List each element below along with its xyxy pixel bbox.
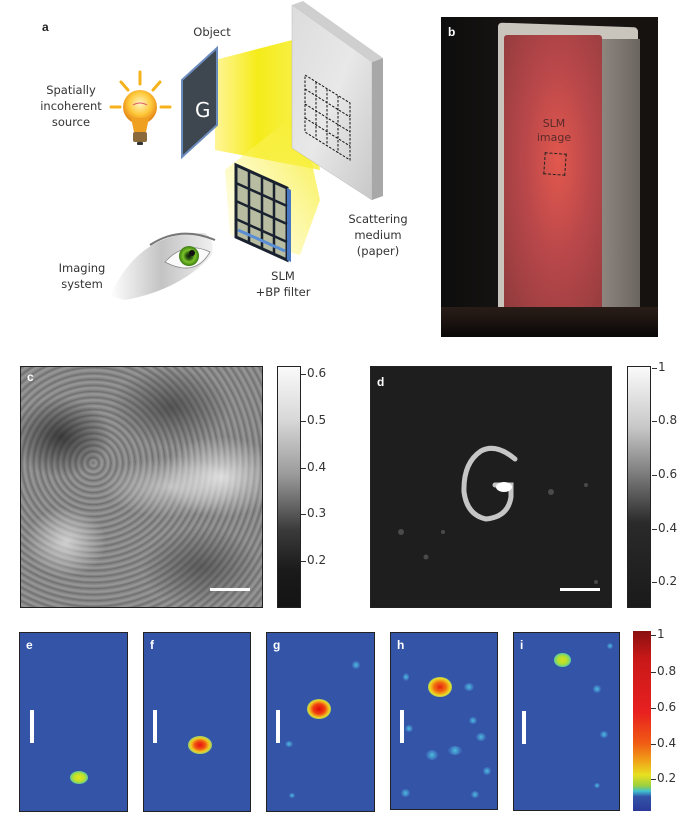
background-speck xyxy=(426,750,438,760)
background-speck xyxy=(403,673,409,681)
background-speck xyxy=(594,783,600,788)
paper-red-area xyxy=(504,35,602,315)
medium-label-line3: (paper) xyxy=(356,244,400,258)
panel-a-letter: a xyxy=(42,20,49,34)
panel-a: a xyxy=(0,0,420,320)
panels-e-i-tick: 0.2 xyxy=(650,771,677,785)
imaging-label-line1: Imaging xyxy=(58,261,106,275)
panel-e-focus-image: e xyxy=(19,632,128,812)
scale-bar xyxy=(522,711,526,744)
slm-image-dashed-box xyxy=(543,152,567,176)
focus-spot xyxy=(428,677,452,697)
imaging-label-line2: system xyxy=(61,277,103,291)
panel-c-tick: 0.4 xyxy=(300,460,327,474)
background-speck xyxy=(607,643,613,649)
focus-spot xyxy=(554,653,571,667)
scale-bar xyxy=(210,588,250,591)
panel-f-letter: f xyxy=(150,638,154,652)
background-speck xyxy=(405,725,413,732)
background-speck xyxy=(600,731,608,738)
source-label-line2: incoherent xyxy=(40,99,102,113)
focus-spot xyxy=(188,736,212,754)
panel-c-tick: 0.6 xyxy=(300,366,327,380)
panels-e-i-tick: 0.8 xyxy=(650,664,677,678)
panels-e-i-colorbar xyxy=(633,631,651,811)
panel-c-speckle-image: c xyxy=(20,366,263,608)
source-label: Spatially incoherent source xyxy=(36,82,106,130)
background-speck xyxy=(471,791,479,798)
slm-label-line1: SLM xyxy=(271,269,295,283)
source-label-line1: Spatially xyxy=(46,83,96,97)
medium-label-line1: Scattering xyxy=(348,212,408,226)
panel-d-tick: 0.2 xyxy=(651,574,678,588)
scale-bar xyxy=(560,588,600,591)
slm-label: SLM +BP filter xyxy=(250,268,316,300)
background-speck xyxy=(289,793,295,798)
schematic-illustration: G xyxy=(109,1,383,300)
panel-h-focus-image: h xyxy=(390,632,498,810)
imaging-system-label: Imaging system xyxy=(50,260,114,292)
panel-d-tick: 1 xyxy=(652,360,666,374)
panel-c-letter: c xyxy=(27,370,34,384)
panel-b-photo: SLM image b xyxy=(441,17,658,337)
panel-i-focus-image: i xyxy=(513,632,620,811)
panel-e-letter: e xyxy=(26,638,33,652)
slm-image-label: SLM image xyxy=(529,117,579,145)
background-speck xyxy=(285,741,293,747)
panel-d-tick: 0.6 xyxy=(651,467,678,481)
slm-label-line2: +BP filter xyxy=(255,285,311,299)
panel-i-letter: i xyxy=(520,638,524,652)
focus-spot xyxy=(307,699,331,719)
background-speck xyxy=(352,661,360,669)
scale-bar xyxy=(276,710,280,743)
panels-e-i-tick: 0.6 xyxy=(650,700,677,714)
background-speck xyxy=(401,789,410,797)
panel-c-tick: 0.5 xyxy=(300,413,327,427)
panel-b-letter: b xyxy=(448,25,456,39)
panels-e-i-tick: 0.4 xyxy=(650,736,677,750)
focus-spot xyxy=(70,771,88,784)
panel-c-tick: 0.2 xyxy=(300,553,327,567)
holder-base xyxy=(441,307,658,337)
background-speck xyxy=(476,733,486,741)
background-speck xyxy=(483,767,491,775)
slm-image-label-line1: SLM xyxy=(542,117,566,130)
panel-f-focus-image: f xyxy=(143,632,251,812)
panels-e-i-tick: 1 xyxy=(651,627,665,641)
panel-c-colorbar xyxy=(277,366,301,608)
reconstructed-g-letter xyxy=(398,445,598,584)
panel-d-reconstructed-image: d xyxy=(370,366,612,608)
medium-label: Scattering medium (paper) xyxy=(340,211,416,259)
panel-d-tick: 0.8 xyxy=(651,413,678,427)
panel-c-tick: 0.3 xyxy=(300,506,327,520)
scale-bar xyxy=(400,710,404,743)
panel-d-colorbar xyxy=(627,366,651,608)
background-speck xyxy=(464,683,474,691)
background-speck xyxy=(469,717,477,724)
scale-bar xyxy=(153,710,157,743)
object-label: Object xyxy=(193,25,231,39)
object-glyph: G xyxy=(195,98,211,122)
background-speck xyxy=(593,685,601,693)
paper-edge-right xyxy=(602,39,640,325)
panel-h-letter: h xyxy=(397,638,405,652)
panel-d-tick: 0.4 xyxy=(651,521,678,535)
source-label-line3: source xyxy=(51,115,91,129)
panel-d-letter: d xyxy=(377,375,385,389)
panel-g-focus-image: g xyxy=(266,632,375,812)
background-speck xyxy=(448,746,462,755)
slm-image-label-line2: image xyxy=(536,131,572,144)
scale-bar xyxy=(30,710,34,743)
panel-g-letter: g xyxy=(273,638,281,652)
medium-label-line2: medium xyxy=(354,228,402,242)
